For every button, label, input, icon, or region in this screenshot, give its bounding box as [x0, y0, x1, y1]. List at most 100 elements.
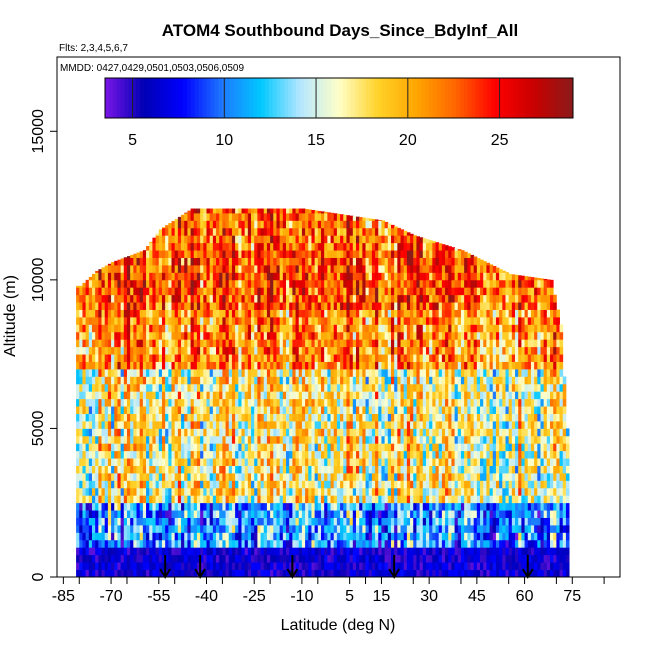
heatmap-cell	[279, 532, 284, 541]
heatmap-cell	[222, 309, 226, 318]
heatmap-cell	[136, 339, 141, 348]
heatmap-cell	[333, 324, 338, 333]
heatmap-cell	[79, 383, 83, 392]
heatmap-cell	[107, 331, 112, 340]
heatmap-cell	[254, 569, 258, 577]
heatmap-cell	[165, 450, 169, 459]
heatmap-cell	[244, 339, 249, 348]
heatmap-cell	[387, 421, 392, 429]
heatmap-cell	[381, 272, 386, 281]
heatmap-cell	[142, 435, 147, 444]
heatmap-cell	[225, 443, 230, 452]
heatmap-cell	[343, 242, 347, 251]
heatmap-cell	[174, 480, 179, 489]
heatmap-cell	[311, 302, 316, 310]
heatmap-cell	[158, 272, 163, 281]
heatmap-cell	[136, 502, 141, 511]
heatmap-cell	[85, 443, 90, 452]
heatmap-cell	[158, 324, 163, 333]
heatmap-cell	[352, 562, 357, 570]
heatmap-cell	[149, 324, 153, 333]
heatmap-cell	[368, 562, 373, 570]
heatmap-cell	[340, 317, 344, 325]
heatmap-cell	[196, 354, 201, 362]
heatmap-cell	[327, 421, 331, 429]
heatmap-cell	[126, 398, 131, 407]
heatmap-cell	[88, 510, 93, 518]
heatmap-cell	[133, 339, 137, 348]
heatmap-cell	[139, 324, 144, 333]
heatmap-cell	[381, 279, 386, 288]
heatmap-cell	[295, 450, 300, 459]
heatmap-cell	[196, 302, 201, 310]
heatmap-cell	[327, 517, 331, 526]
heatmap-cell	[355, 376, 360, 385]
heatmap-cell	[403, 443, 408, 452]
heatmap-cell	[406, 510, 411, 518]
heatmap-cell	[327, 502, 331, 511]
heatmap-cell	[171, 265, 176, 273]
heatmap-cell	[158, 525, 163, 533]
heatmap-cell	[286, 495, 290, 504]
heatmap-cell	[362, 302, 366, 310]
heatmap-cell	[352, 324, 357, 333]
heatmap-cell	[235, 324, 239, 333]
heatmap-cell	[209, 242, 214, 251]
heatmap-cell	[333, 220, 338, 229]
heatmap-cell	[123, 517, 128, 526]
heatmap-cell	[311, 346, 316, 355]
heatmap-cell	[190, 465, 195, 474]
heatmap-cell	[98, 443, 102, 452]
heatmap-cell	[111, 279, 115, 288]
heatmap-cell	[355, 220, 360, 229]
heatmap-cell	[403, 354, 408, 362]
heatmap-cell	[381, 525, 386, 533]
heatmap-cell	[321, 257, 325, 266]
heatmap-cell	[295, 220, 300, 229]
heatmap-cell	[111, 413, 115, 422]
heatmap-cell	[371, 369, 376, 377]
heatmap-cell	[247, 324, 252, 333]
heatmap-cell	[114, 339, 118, 348]
heatmap-cell	[111, 443, 115, 452]
heatmap-cell	[133, 487, 137, 496]
heatmap-cell	[168, 510, 172, 518]
heatmap-cell	[276, 272, 281, 281]
heatmap-cell	[292, 242, 296, 251]
heatmap-cell	[378, 219, 382, 221]
heatmap-cell	[238, 450, 242, 459]
heatmap-cell	[107, 324, 112, 333]
heatmap-cell	[149, 480, 153, 489]
heatmap-cell	[126, 458, 131, 466]
heatmap-cell	[95, 517, 99, 526]
heatmap-cell	[317, 339, 322, 348]
heatmap-cell	[263, 227, 268, 236]
heatmap-cell	[107, 391, 112, 400]
heatmap-cell	[149, 265, 153, 273]
heatmap-cell	[120, 562, 125, 570]
heatmap-cell	[292, 208, 296, 214]
heatmap-cell	[216, 220, 220, 229]
heatmap-cell	[158, 450, 163, 459]
heatmap-cell	[298, 235, 303, 244]
heatmap-cell	[276, 369, 281, 377]
heatmap-cell	[257, 346, 261, 355]
heatmap-cell	[324, 391, 328, 400]
heatmap-cell	[133, 510, 137, 518]
heatmap-cell	[352, 361, 357, 370]
heatmap-cell	[260, 376, 265, 385]
heatmap-cell	[209, 369, 214, 377]
heatmap-cell	[251, 421, 255, 429]
heatmap-cell	[330, 213, 335, 221]
heatmap-cell	[254, 391, 258, 400]
heatmap-cell	[346, 487, 351, 496]
heatmap-cell	[219, 294, 223, 303]
heatmap-cell	[362, 435, 366, 444]
heatmap-cell	[330, 354, 335, 362]
heatmap-cell	[76, 517, 80, 526]
heatmap-cell	[311, 554, 316, 563]
heatmap-cell	[257, 287, 261, 296]
heatmap-cell	[149, 242, 153, 251]
heatmap-cell	[165, 287, 169, 296]
heatmap-cell	[149, 391, 153, 400]
